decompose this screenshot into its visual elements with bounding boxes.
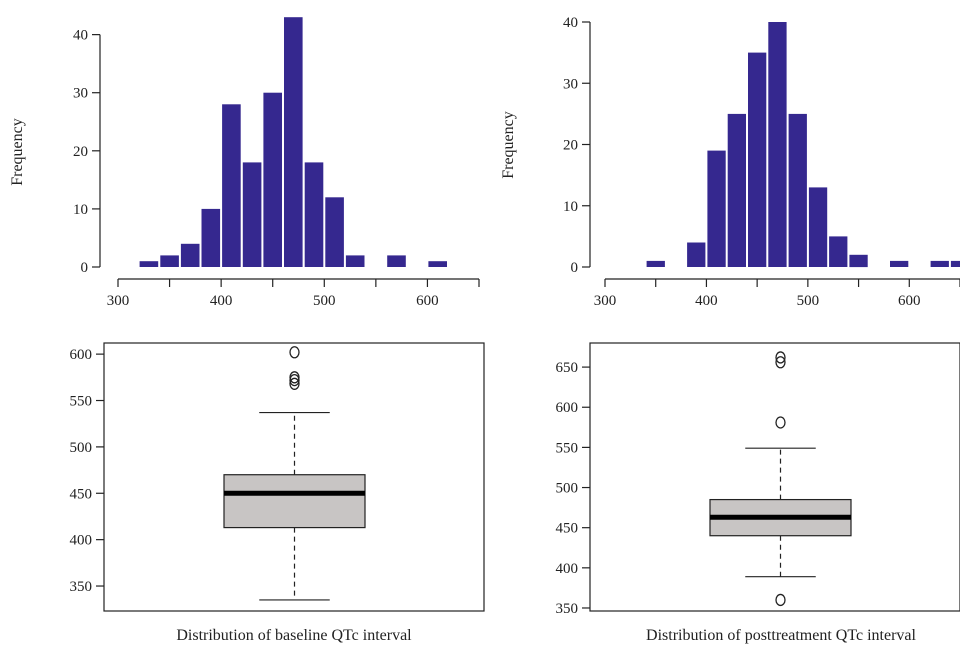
histogram-bar	[139, 261, 159, 267]
y-tick-label: 30	[73, 86, 88, 102]
outlier-point	[775, 351, 786, 364]
histogram-bar	[930, 260, 949, 267]
histogram-bar	[201, 208, 221, 267]
histogram-bar	[768, 22, 787, 267]
histogram-bar	[160, 255, 179, 267]
y-tick-label: 550	[556, 440, 579, 456]
histogram-bar	[428, 261, 447, 267]
y-tick-label: 500	[70, 440, 93, 456]
iqr-box	[223, 474, 366, 529]
histogram-bar	[304, 162, 324, 267]
outlier-point	[289, 346, 300, 359]
histogram-bar	[263, 92, 282, 267]
posttreatment-histogram: Frequency 300 400 500 600 0 10 20 30 40	[500, 15, 960, 309]
outlier-point	[775, 356, 786, 369]
x-tick-label: 300	[594, 293, 617, 309]
hist1-ylabel: Frequency	[9, 118, 26, 186]
histogram-bar	[222, 104, 241, 267]
x-tick-label: 300	[107, 293, 130, 309]
y-tick-label: 10	[73, 202, 88, 218]
y-tick-label: 20	[73, 144, 88, 160]
histogram-bar	[325, 197, 344, 267]
histogram-bar	[727, 113, 746, 268]
baseline-boxplot: Distribution of baseline QTc interval 35…	[70, 342, 485, 644]
histogram-bar	[687, 242, 706, 267]
histogram-bar	[788, 113, 807, 268]
histogram-bar	[890, 260, 909, 267]
outlier-point	[289, 377, 300, 390]
outlier-point	[289, 371, 300, 384]
x-tick-label: 600	[898, 293, 921, 309]
y-tick-label: 20	[563, 138, 578, 154]
y-tick-label: 450	[70, 486, 93, 502]
y-tick-label: 450	[556, 521, 579, 537]
outlier-point	[775, 416, 786, 429]
histogram-bar	[849, 254, 868, 268]
y-tick-label: 40	[563, 15, 578, 31]
box1-xlabel: Distribution of baseline QTc interval	[176, 627, 412, 644]
x-tick-label: 400	[210, 293, 233, 309]
y-tick-label: 400	[70, 533, 93, 549]
x-tick-label: 400	[695, 293, 718, 309]
y-tick-label: 600	[556, 400, 579, 416]
y-tick-label: 10	[563, 199, 578, 215]
plot-frame	[103, 342, 485, 612]
histogram-bar	[180, 243, 200, 267]
hist2-ylabel: Frequency	[500, 111, 517, 179]
histogram-bar	[345, 255, 365, 267]
y-tick-label: 350	[556, 601, 579, 617]
outlier-point	[775, 593, 786, 607]
histogram-bar	[829, 236, 848, 267]
y-tick-label: 30	[563, 76, 578, 92]
histogram-bar	[646, 260, 665, 267]
y-tick-label: 550	[70, 394, 93, 410]
y-tick-label: 40	[73, 28, 88, 44]
histogram-bar	[808, 187, 828, 267]
posttreatment-boxplot: Distribution of posttreatment QTc interv…	[556, 342, 960, 644]
y-tick-label: 350	[70, 579, 93, 595]
x-tick-label: 600	[416, 293, 439, 309]
y-tick-label: 650	[556, 360, 579, 376]
box2-xlabel: Distribution of posttreatment QTc interv…	[646, 627, 916, 644]
y-tick-label: 400	[556, 561, 579, 577]
y-tick-label: 0	[81, 260, 89, 276]
plot-frame	[589, 342, 960, 612]
histogram-bar	[748, 52, 767, 267]
baseline-histogram: Frequency 300 400 500 600 0 10 20 30 40	[9, 17, 480, 309]
histogram-bar	[242, 162, 262, 267]
y-tick-label: 600	[70, 347, 93, 363]
y-tick-label: 0	[571, 260, 579, 276]
histogram-bar	[707, 150, 726, 267]
histogram-bar	[950, 260, 960, 267]
x-tick-label: 500	[797, 293, 820, 309]
x-tick-label: 500	[313, 293, 336, 309]
histogram-bar	[284, 17, 303, 268]
histogram-bar	[387, 255, 406, 267]
y-tick-label: 500	[556, 481, 579, 497]
